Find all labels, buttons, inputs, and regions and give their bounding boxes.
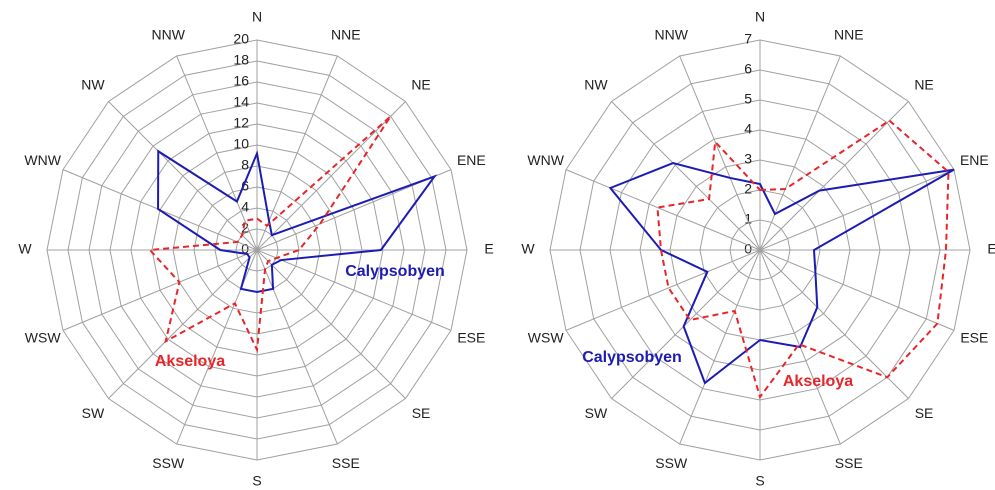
direction-label: NE	[914, 77, 933, 93]
spoke	[176, 249, 258, 445]
direction-label: SSW	[655, 455, 688, 471]
spoke	[256, 249, 406, 399]
direction-label: W	[521, 241, 535, 257]
spoke	[759, 101, 909, 251]
series-label: Akseloya	[783, 373, 853, 390]
spoke	[108, 101, 258, 251]
direction-label: SW	[585, 405, 608, 421]
direction-label: WNW	[527, 152, 564, 168]
direction-label: S	[252, 473, 261, 489]
spoke	[565, 249, 761, 331]
r-tick-label: 6	[744, 61, 752, 77]
direction-label: SSW	[152, 455, 185, 471]
r-tick-label: 10	[233, 136, 249, 152]
r-tick-label: 20	[233, 31, 249, 47]
direction-label: NNE	[331, 26, 361, 42]
direction-label: W	[18, 241, 32, 257]
direction-label: ENE	[960, 152, 989, 168]
direction-label: S	[755, 473, 764, 489]
spoke	[565, 169, 761, 251]
direction-label: ENE	[457, 152, 486, 168]
series-label: Calypsobyen	[345, 263, 445, 280]
direction-label: WNW	[24, 152, 61, 168]
r-tick-label: 4	[744, 121, 752, 137]
direction-label: NE	[411, 77, 430, 93]
spoke	[759, 249, 955, 331]
spoke	[256, 249, 338, 445]
r-tick-label: 12	[233, 115, 249, 131]
r-tick-label: 2	[744, 181, 752, 197]
spoke	[611, 249, 761, 399]
direction-label: NNW	[151, 26, 185, 42]
series-line	[157, 149, 438, 294]
direction-label: WSW	[25, 329, 62, 345]
direction-label: ESE	[960, 329, 988, 345]
r-tick-label: 0	[744, 241, 752, 257]
spoke	[759, 249, 909, 399]
r-tick-label: 4	[241, 199, 249, 215]
series-line	[147, 115, 392, 354]
spoke	[256, 101, 406, 251]
spoke	[108, 249, 258, 399]
r-tick-label: 2	[241, 220, 249, 236]
r-tick-label: 14	[233, 94, 249, 110]
direction-label: SSE	[332, 455, 360, 471]
r-tick-label: 6	[241, 178, 249, 194]
series-line	[608, 161, 955, 385]
spoke	[679, 55, 761, 251]
spoke	[759, 55, 841, 251]
spoke	[611, 101, 761, 251]
r-tick-label: 8	[241, 157, 249, 173]
direction-label: NNW	[654, 26, 688, 42]
direction-label: ESE	[457, 329, 485, 345]
direction-label: NW	[81, 77, 105, 93]
spoke	[256, 55, 338, 251]
series-label: Akseloya	[155, 353, 225, 370]
spoke	[759, 169, 955, 251]
direction-label: E	[987, 241, 995, 257]
r-tick-label: 18	[233, 52, 249, 68]
direction-label: N	[252, 9, 262, 25]
direction-label: SE	[412, 405, 431, 421]
series-label: Calypsobyen	[582, 349, 682, 366]
direction-label: SW	[82, 405, 105, 421]
direction-label: E	[484, 241, 493, 257]
r-tick-label: 7	[744, 31, 752, 47]
direction-label: SE	[915, 405, 934, 421]
direction-label: WSW	[528, 329, 565, 345]
series-line	[656, 119, 950, 400]
direction-label: SSE	[835, 455, 863, 471]
direction-label: NW	[584, 77, 608, 93]
direction-label: NNE	[834, 26, 864, 42]
spoke	[256, 249, 452, 331]
spoke	[62, 249, 258, 331]
r-tick-label: 5	[744, 91, 752, 107]
r-tick-label: 0	[241, 241, 249, 257]
r-tick-label: 16	[233, 73, 249, 89]
spoke	[679, 249, 761, 445]
r-tick-label: 3	[744, 151, 752, 167]
r-tick-label: 1	[744, 211, 752, 227]
direction-label: N	[755, 9, 765, 25]
spoke	[176, 55, 258, 251]
